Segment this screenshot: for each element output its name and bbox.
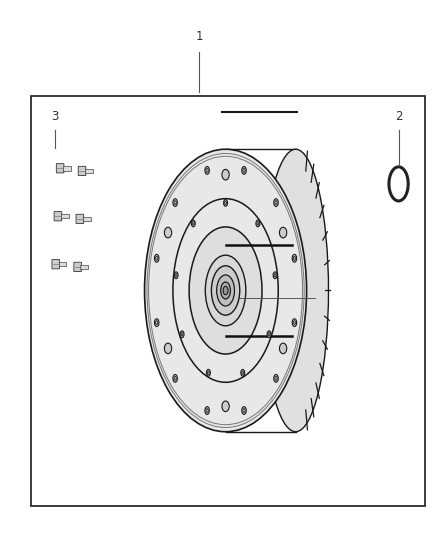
FancyBboxPatch shape <box>57 164 64 173</box>
Ellipse shape <box>274 199 278 206</box>
FancyBboxPatch shape <box>54 212 62 221</box>
Bar <box>63 166 71 171</box>
Ellipse shape <box>225 201 226 205</box>
Ellipse shape <box>257 222 259 225</box>
Ellipse shape <box>164 343 172 354</box>
Ellipse shape <box>217 275 234 306</box>
Ellipse shape <box>164 227 172 238</box>
Ellipse shape <box>256 220 260 227</box>
FancyBboxPatch shape <box>52 260 60 269</box>
Bar <box>59 262 67 266</box>
Ellipse shape <box>173 375 177 382</box>
Ellipse shape <box>206 369 210 376</box>
Ellipse shape <box>155 256 158 260</box>
Ellipse shape <box>155 254 159 262</box>
Ellipse shape <box>275 200 277 205</box>
Ellipse shape <box>263 149 328 432</box>
Ellipse shape <box>292 319 297 327</box>
Ellipse shape <box>205 255 246 326</box>
Bar <box>31 96 425 506</box>
Ellipse shape <box>208 371 209 375</box>
Ellipse shape <box>205 166 209 174</box>
Ellipse shape <box>174 272 178 279</box>
Ellipse shape <box>279 227 287 238</box>
Ellipse shape <box>224 199 227 206</box>
Ellipse shape <box>155 319 159 327</box>
Ellipse shape <box>155 321 158 325</box>
Ellipse shape <box>145 149 307 432</box>
Bar <box>61 214 69 219</box>
Ellipse shape <box>205 407 209 415</box>
Ellipse shape <box>222 401 229 411</box>
Bar <box>85 169 93 173</box>
Ellipse shape <box>181 333 183 336</box>
Ellipse shape <box>242 371 244 375</box>
Ellipse shape <box>293 321 296 325</box>
Text: 2: 2 <box>395 110 403 123</box>
Ellipse shape <box>267 331 271 338</box>
Ellipse shape <box>242 407 246 415</box>
Ellipse shape <box>275 376 277 381</box>
FancyBboxPatch shape <box>74 262 81 271</box>
Ellipse shape <box>191 220 195 227</box>
Ellipse shape <box>189 227 262 354</box>
Ellipse shape <box>274 273 276 277</box>
Ellipse shape <box>212 266 240 315</box>
Bar <box>81 265 88 269</box>
Ellipse shape <box>243 409 245 413</box>
Ellipse shape <box>273 272 277 279</box>
Text: 3: 3 <box>51 110 58 123</box>
Ellipse shape <box>293 256 296 260</box>
FancyBboxPatch shape <box>78 166 86 175</box>
Ellipse shape <box>206 168 208 172</box>
Ellipse shape <box>242 166 246 174</box>
Ellipse shape <box>222 169 229 180</box>
Ellipse shape <box>221 282 230 299</box>
Text: 1: 1 <box>195 30 203 43</box>
Ellipse shape <box>274 375 278 382</box>
Ellipse shape <box>174 200 176 205</box>
Ellipse shape <box>180 331 184 338</box>
Ellipse shape <box>223 286 228 295</box>
Ellipse shape <box>243 168 245 172</box>
Ellipse shape <box>173 199 177 206</box>
FancyBboxPatch shape <box>76 214 84 223</box>
Ellipse shape <box>241 369 245 376</box>
Ellipse shape <box>174 376 176 381</box>
Bar <box>83 217 91 221</box>
Ellipse shape <box>279 343 287 354</box>
Ellipse shape <box>192 222 194 225</box>
Ellipse shape <box>268 333 270 336</box>
Ellipse shape <box>206 409 208 413</box>
Ellipse shape <box>292 254 297 262</box>
Ellipse shape <box>175 273 177 277</box>
